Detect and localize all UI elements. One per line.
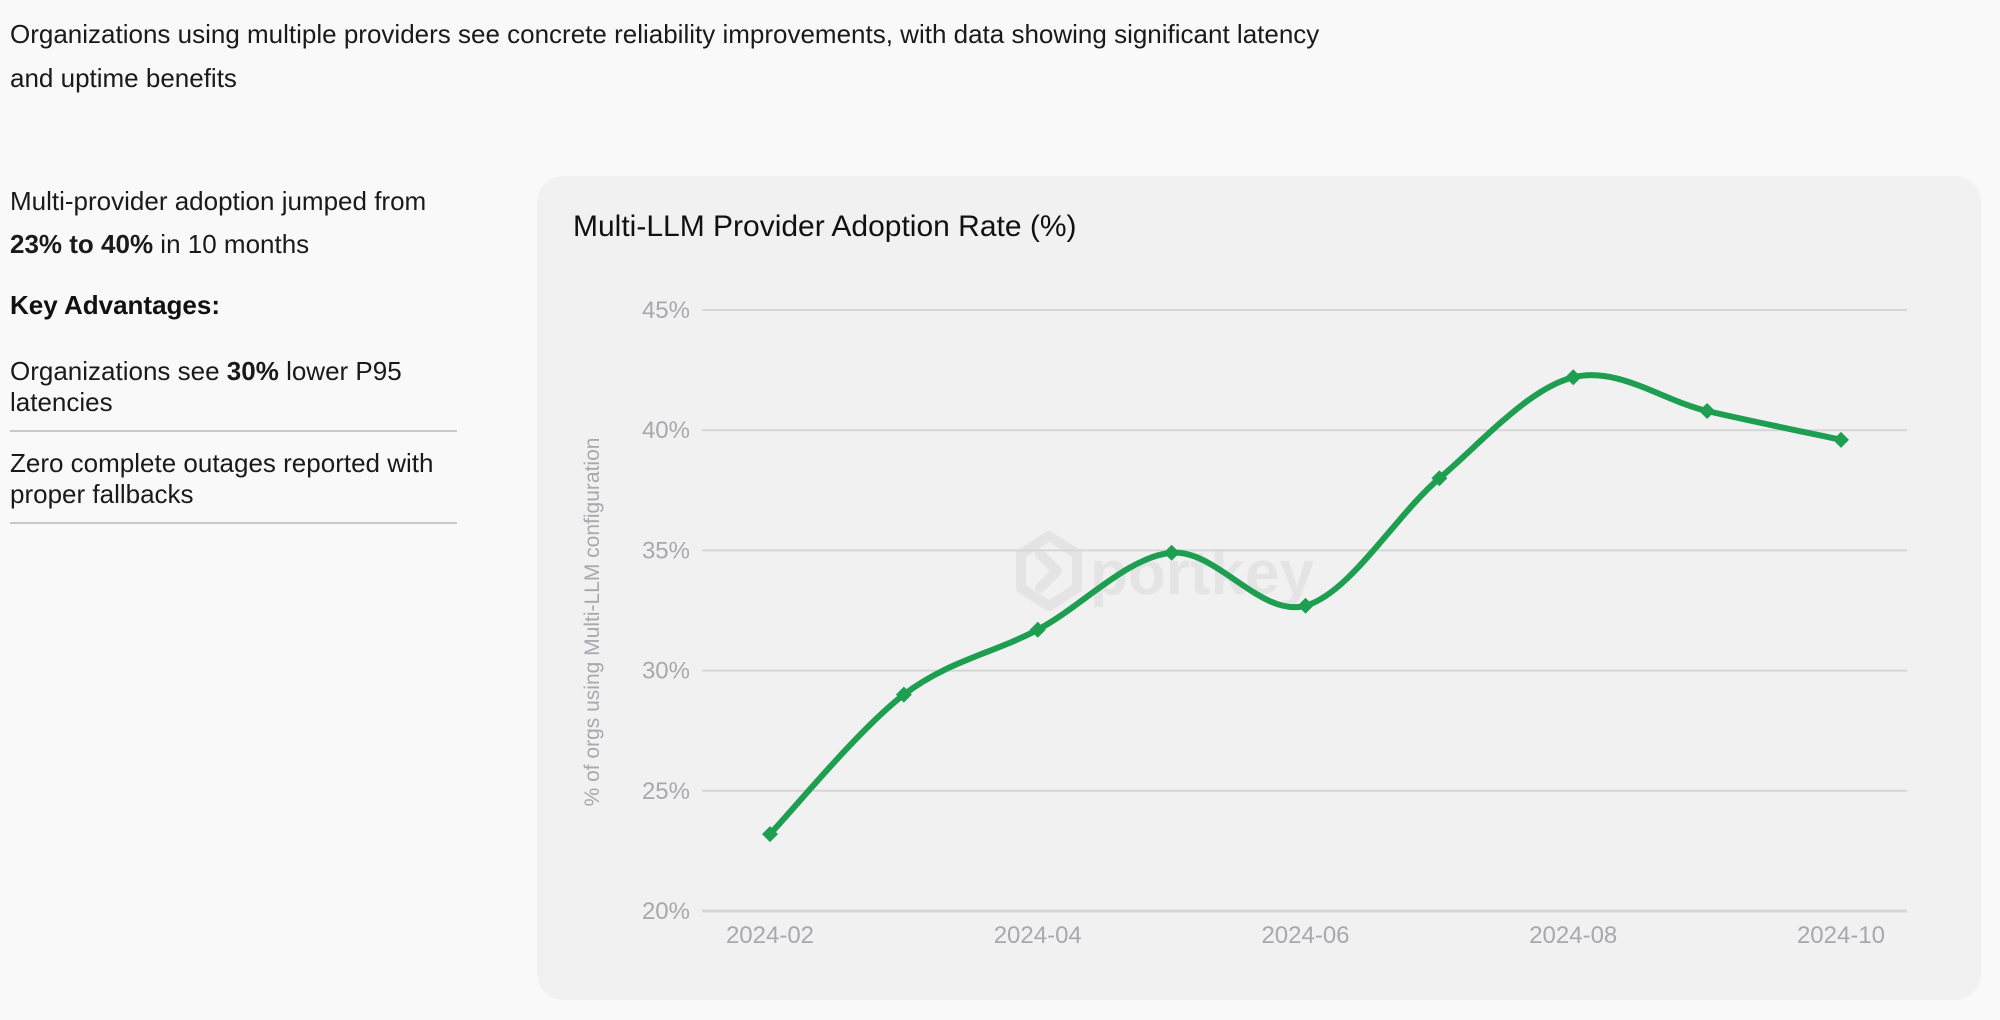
data-point-2024-02 xyxy=(762,826,778,843)
headline-prefix: Multi-provider adoption jumped from xyxy=(10,186,427,216)
adoption-headline: Multi-provider adoption jumped from 23% … xyxy=(10,180,457,266)
y-tick-label: 20% xyxy=(642,898,690,925)
data-point-2024-06 xyxy=(1297,597,1314,614)
data-point-2024-08 xyxy=(1565,369,1582,386)
advantage-item-latency: Organizations see 30% lower P95 latencie… xyxy=(10,356,457,432)
data-point-2024-05 xyxy=(1163,544,1180,561)
x-axis-ticks: 2024-02 2024-04 2024-06 2024-08 2024-10 xyxy=(726,922,1885,949)
y-axis-label: % of orgs using Multi-LLM configuration xyxy=(581,438,604,807)
y-tick-label: 30% xyxy=(642,658,690,685)
advantages-list: Organizations see 30% lower P95 latencie… xyxy=(10,356,457,524)
advantage-suffix: lower P95 latencies xyxy=(10,356,402,417)
advantage-highlight: 30% xyxy=(226,356,279,386)
y-tick-label: 25% xyxy=(642,778,690,805)
watermark-chevron-icon xyxy=(1035,549,1062,593)
y-axis-ticks: 20% 25% 30% 35% 40% 45% xyxy=(642,297,690,925)
advantage-item-outages: Zero complete outages reported with prop… xyxy=(10,448,457,524)
x-tick-label: 2024-10 xyxy=(1797,922,1885,949)
summary-panel: Multi-provider adoption jumped from 23% … xyxy=(10,180,457,540)
data-point-2024-03 xyxy=(895,686,912,703)
adoption-line-chart: portkey 20%25%30%35%40%45% 2024-02 2024-0… xyxy=(581,297,1907,949)
y-tick-label: 35% xyxy=(642,537,690,564)
watermark: portkey xyxy=(1016,531,1314,611)
x-tick-label: 2024-04 xyxy=(994,922,1082,949)
headline-suffix: in 10 months xyxy=(153,229,310,259)
x-tick-label: 2024-08 xyxy=(1529,922,1617,949)
grid-lines xyxy=(702,309,1907,913)
advantage-text: Zero complete outages reported with prop… xyxy=(10,448,434,509)
x-tick-label: 2024-06 xyxy=(1261,922,1349,949)
watermark-logo-icon xyxy=(1016,531,1082,611)
data-point-2024-09 xyxy=(1699,402,1716,419)
chart-title: Multi-LLM Provider Adoption Rate (%) xyxy=(573,210,1077,243)
chart-card: Multi-LLM Provider Adoption Rate (%) por… xyxy=(537,176,1981,1000)
data-point-2024-10 xyxy=(1833,431,1849,448)
advantage-prefix: Organizations see xyxy=(10,356,227,386)
y-tick-label: 45% xyxy=(642,297,690,324)
intro-text: Organizations using multiple providers s… xyxy=(10,19,1320,93)
data-point-2024-04 xyxy=(1029,621,1046,638)
data-point-2024-07 xyxy=(1431,470,1448,487)
key-advantages-title: Key Advantages: xyxy=(10,290,220,320)
x-tick-label: 2024-02 xyxy=(726,922,814,949)
y-tick-label: 40% xyxy=(642,417,690,444)
headline-highlight: 23% to 40% xyxy=(10,229,154,259)
series-adoption xyxy=(762,369,1849,843)
